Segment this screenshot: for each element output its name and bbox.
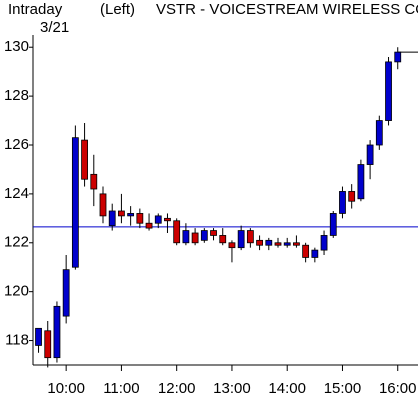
candle-body: [210, 230, 217, 236]
candle-body: [228, 242, 236, 249]
candle-body: [237, 230, 245, 249]
x-tick-label: 13:00: [213, 380, 251, 397]
candle-body: [164, 217, 171, 222]
candle-body: [375, 120, 383, 146]
candle-body: [136, 213, 144, 224]
x-tick-label: 10:00: [47, 380, 85, 397]
candle-body: [182, 230, 190, 244]
candle-body: [35, 327, 42, 346]
x-tick-label: 11:00: [103, 380, 139, 397]
candle-body: [154, 215, 162, 224]
candle-body: [173, 220, 181, 244]
y-tick-label: 126: [4, 136, 29, 153]
x-tick-label: 15:00: [324, 380, 362, 397]
candle-body: [302, 244, 310, 258]
x-tick-label: 12:00: [158, 380, 196, 397]
y-tick-label: 124: [4, 185, 29, 202]
y-tick-label: 130: [4, 38, 29, 55]
candle-body: [265, 239, 273, 246]
candle-body: [339, 191, 346, 214]
candle-body: [366, 144, 374, 165]
candle-body: [118, 210, 125, 217]
candle-body: [71, 137, 79, 268]
candle-body: [44, 330, 52, 359]
candle-body: [108, 210, 116, 227]
y-tick-label: 128: [4, 87, 29, 104]
candle-body: [348, 191, 356, 202]
candle-body: [385, 61, 392, 121]
chart-title: VSTR - VOICESTREAM WIRELESS CORP: [156, 1, 418, 18]
x-tick-label: 16:00: [379, 380, 417, 397]
candle-body: [394, 51, 402, 63]
candle-body: [145, 222, 153, 229]
candle-body: [127, 213, 135, 217]
candle-body: [219, 235, 227, 244]
candle-body: [293, 242, 300, 246]
chart-label: Intraday: [8, 1, 63, 18]
candle-body: [256, 239, 263, 246]
candle-body: [53, 305, 61, 359]
candle-body: [81, 139, 88, 180]
candle-body: [274, 242, 282, 246]
candle-body: [283, 242, 291, 246]
candle-body: [311, 249, 319, 258]
axis-side: (Left): [100, 1, 135, 18]
candle-body: [99, 193, 107, 217]
y-tick-label: 118: [5, 332, 29, 349]
candle-body: [246, 230, 254, 244]
x-tick-label: 14:00: [268, 380, 306, 397]
candle-body: [357, 164, 365, 200]
candle-body: [62, 269, 70, 317]
chart-date: 3/21: [40, 19, 69, 36]
candle-body: [320, 235, 328, 251]
candle-body: [191, 232, 199, 244]
candle-body: [200, 230, 208, 241]
candle-body: [329, 213, 337, 236]
y-tick-label: 120: [4, 283, 29, 300]
y-tick-label: 122: [4, 234, 29, 251]
candle-body: [90, 173, 98, 190]
